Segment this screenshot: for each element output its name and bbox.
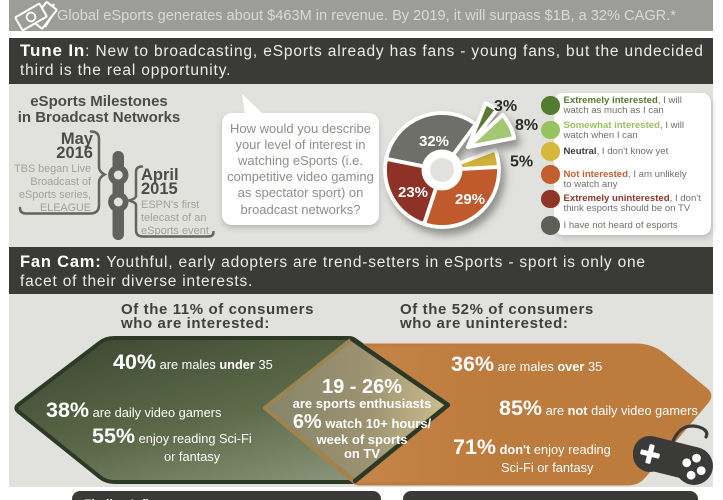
svg-text:5%: 5% bbox=[510, 154, 533, 171]
svg-text:8%: 8% bbox=[515, 117, 538, 134]
svg-text:3%: 3% bbox=[494, 98, 517, 115]
svg-text:29%: 29% bbox=[455, 191, 485, 208]
svg-text:32%: 32% bbox=[419, 133, 449, 150]
svg-text:23%: 23% bbox=[398, 184, 428, 201]
